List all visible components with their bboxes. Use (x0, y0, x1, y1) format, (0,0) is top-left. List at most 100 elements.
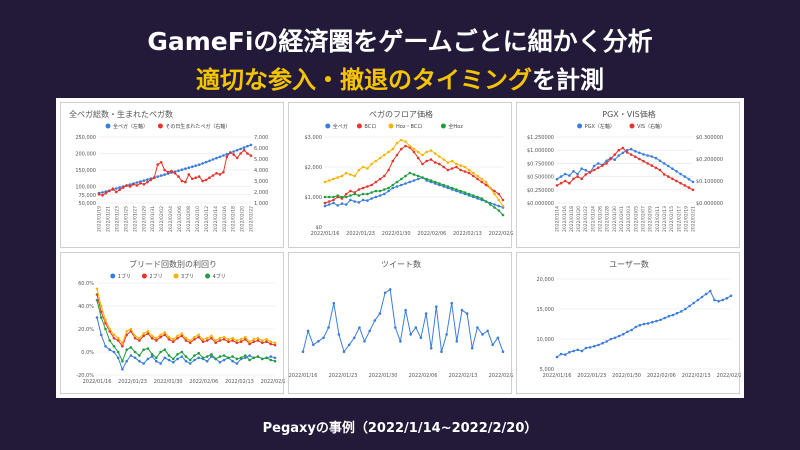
data-point (684, 307, 687, 311)
data-point (387, 168, 390, 172)
data-point (197, 351, 200, 355)
data-point (231, 339, 234, 342)
data-point (688, 304, 691, 308)
data-point (142, 362, 145, 365)
y-right-tick-label: 4,000 (254, 168, 268, 174)
data-point (142, 334, 145, 338)
data-point (675, 170, 678, 173)
x-tick-label: 2022/02/07 (640, 206, 646, 232)
data-point (201, 338, 205, 341)
data-point (588, 346, 592, 349)
x-tick-label: 2022/02/20 (717, 373, 741, 379)
data-point (347, 343, 351, 347)
data-point (696, 298, 700, 302)
legend-label: VIS（右軸） (637, 123, 665, 130)
data-point (218, 339, 222, 342)
data-point (374, 189, 378, 193)
y-right-tick-label: $0.300000 (696, 135, 723, 141)
data-point (252, 340, 256, 343)
data-point (104, 191, 108, 195)
data-point (470, 346, 474, 350)
data-point (629, 147, 633, 151)
data-point (125, 348, 128, 351)
data-point (129, 327, 133, 331)
y-tick-label: 100,000 (75, 185, 96, 191)
data-point (440, 350, 443, 353)
y-right-tick-label: $0.000000 (696, 201, 723, 207)
data-point (188, 339, 192, 342)
data-point (235, 339, 239, 342)
x-tick-label: 2022/01/28 (605, 206, 611, 232)
data-point (489, 203, 492, 206)
series-line (556, 147, 694, 191)
data-point (501, 204, 505, 208)
data-point (252, 338, 256, 341)
data-point (584, 173, 588, 176)
y-right-tick-label: 2,000 (254, 190, 268, 196)
data-point (391, 183, 395, 187)
data-point (246, 152, 249, 155)
data-point (146, 180, 149, 184)
data-point (95, 299, 99, 302)
data-point (340, 174, 344, 178)
y-tick-label: -20.0% (76, 373, 94, 379)
data-point (155, 336, 158, 340)
data-point (193, 354, 196, 357)
data-point (387, 189, 390, 193)
x-tick-label: 2022/01/31 (150, 206, 156, 232)
data-point (625, 148, 629, 152)
x-tick-label: 2022/02/13 (453, 231, 482, 237)
data-point (180, 350, 184, 354)
data-point (605, 340, 608, 343)
x-tick-label: 2022/02/05 (633, 206, 639, 232)
data-point (467, 192, 471, 196)
data-point (642, 153, 645, 156)
data-point (564, 353, 567, 356)
data-point (235, 362, 239, 365)
x-tick-label: 2022/01/16 (289, 373, 317, 379)
x-tick-label: 2022/02/13 (662, 206, 668, 232)
data-point (323, 201, 327, 205)
data-point (231, 355, 234, 358)
data-point (476, 174, 479, 178)
data-point (150, 334, 154, 338)
x-tick-label: 2022/02/01 (619, 206, 625, 232)
x-tick-label: 2022/02/03 (626, 206, 632, 232)
data-point (374, 180, 378, 184)
data-point (634, 150, 637, 153)
chart-title: ブリード回数別の利回り (129, 259, 217, 269)
data-point (332, 198, 335, 202)
data-point (261, 357, 264, 361)
x-tick-label: 2022/02/13 (225, 379, 254, 385)
data-point (638, 323, 642, 327)
y-tick-label: $0.250000 (527, 188, 554, 194)
data-point (104, 345, 107, 348)
data-point (201, 356, 205, 360)
data-point (344, 192, 348, 196)
x-tick-label: 2022/01/21 (106, 206, 112, 232)
data-point (404, 174, 407, 178)
data-point (118, 186, 121, 189)
data-point (249, 154, 253, 157)
data-point (601, 164, 604, 167)
x-tick-label: 2022/02/12 (204, 206, 210, 232)
data-point (193, 338, 196, 341)
data-point (222, 338, 226, 341)
legend-swatch (141, 273, 147, 279)
headline: GameFiの経済圏をゲームごとに細かく分析 (147, 27, 653, 56)
data-point (201, 340, 205, 343)
data-point (408, 180, 412, 184)
x-tick-label: 2022/02/10 (195, 206, 201, 232)
data-point (442, 158, 445, 161)
data-point (476, 177, 479, 181)
data-point (332, 201, 335, 205)
data-point (176, 334, 179, 338)
data-point (450, 167, 454, 170)
data-point (336, 194, 339, 197)
data-point (193, 335, 196, 339)
data-point (625, 151, 629, 154)
data-point (555, 177, 559, 181)
data-point (366, 199, 369, 202)
data-point (244, 335, 247, 339)
data-point (497, 209, 501, 212)
